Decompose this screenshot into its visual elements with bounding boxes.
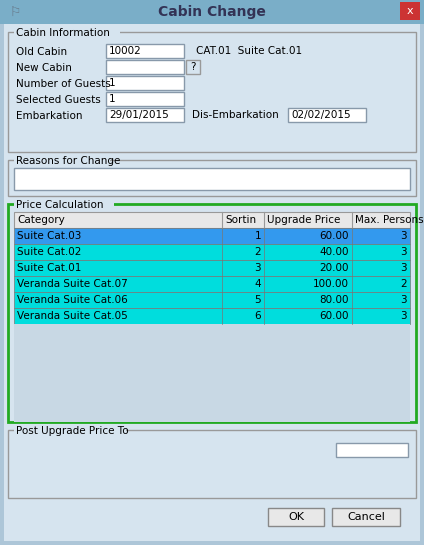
Text: Sortin: Sortin bbox=[225, 215, 256, 225]
Text: Embarkation: Embarkation bbox=[16, 111, 83, 121]
Bar bbox=[106, 60, 184, 74]
Bar bbox=[288, 108, 366, 122]
Text: ⚐: ⚐ bbox=[10, 5, 21, 19]
Text: Post Upgrade Price To: Post Upgrade Price To bbox=[16, 426, 128, 436]
Bar bbox=[106, 44, 184, 58]
Text: Price Calculation: Price Calculation bbox=[16, 200, 103, 210]
Text: Cabin Change: Cabin Change bbox=[158, 5, 266, 19]
Text: 40.00: 40.00 bbox=[320, 247, 349, 257]
Bar bbox=[106, 92, 184, 106]
Text: Reasons for Change: Reasons for Change bbox=[16, 156, 120, 166]
Text: 2: 2 bbox=[254, 247, 261, 257]
Bar bbox=[8, 430, 416, 498]
Bar bbox=[14, 201, 114, 209]
Text: New Cabin: New Cabin bbox=[16, 63, 72, 73]
Text: Max. Persons: Max. Persons bbox=[355, 215, 424, 225]
Bar bbox=[14, 244, 410, 260]
Bar bbox=[14, 157, 110, 165]
Bar bbox=[14, 29, 120, 37]
Text: Veranda Suite Cat.05: Veranda Suite Cat.05 bbox=[17, 311, 128, 321]
Text: 60.00: 60.00 bbox=[320, 231, 349, 241]
Text: 3: 3 bbox=[400, 247, 407, 257]
Text: 5: 5 bbox=[254, 295, 261, 305]
Text: 80.00: 80.00 bbox=[320, 295, 349, 305]
Bar bbox=[14, 308, 410, 324]
Bar bbox=[186, 60, 200, 74]
Text: x: x bbox=[407, 6, 413, 16]
Bar bbox=[400, 2, 420, 20]
Text: ?: ? bbox=[190, 62, 196, 72]
Text: Upgrade Price: Upgrade Price bbox=[267, 215, 340, 225]
Bar bbox=[8, 160, 416, 196]
Text: 10002: 10002 bbox=[109, 46, 142, 56]
Bar bbox=[14, 324, 410, 422]
Bar bbox=[14, 427, 126, 435]
Text: CAT.01  Suite Cat.01: CAT.01 Suite Cat.01 bbox=[196, 46, 302, 56]
Text: Dis-Embarkation: Dis-Embarkation bbox=[192, 110, 279, 120]
Bar bbox=[268, 508, 324, 526]
Text: 1: 1 bbox=[109, 94, 116, 104]
Bar bbox=[14, 276, 410, 292]
Text: 02/02/2015: 02/02/2015 bbox=[291, 110, 351, 120]
Bar bbox=[8, 204, 416, 422]
Bar bbox=[106, 76, 184, 90]
Text: 60.00: 60.00 bbox=[320, 311, 349, 321]
Bar bbox=[14, 292, 410, 308]
Text: Suite Cat.01: Suite Cat.01 bbox=[17, 263, 81, 273]
Bar bbox=[14, 212, 410, 228]
Bar bbox=[14, 228, 410, 244]
Text: 1: 1 bbox=[109, 78, 116, 88]
Text: 100.00: 100.00 bbox=[313, 279, 349, 289]
Bar bbox=[332, 508, 400, 526]
Text: Number of Guests: Number of Guests bbox=[16, 79, 111, 89]
Text: Old Cabin: Old Cabin bbox=[16, 47, 67, 57]
Text: 3: 3 bbox=[254, 263, 261, 273]
Bar bbox=[14, 168, 410, 190]
Text: 3: 3 bbox=[400, 311, 407, 321]
Text: OK: OK bbox=[288, 512, 304, 522]
Bar bbox=[336, 443, 408, 457]
Text: Veranda Suite Cat.07: Veranda Suite Cat.07 bbox=[17, 279, 128, 289]
Bar bbox=[14, 260, 410, 276]
Bar bbox=[106, 108, 184, 122]
Text: Suite Cat.02: Suite Cat.02 bbox=[17, 247, 81, 257]
Bar bbox=[8, 32, 416, 152]
Text: 3: 3 bbox=[400, 295, 407, 305]
Text: Selected Guests: Selected Guests bbox=[16, 95, 101, 105]
Text: 3: 3 bbox=[400, 263, 407, 273]
Text: 20.00: 20.00 bbox=[320, 263, 349, 273]
Text: Category: Category bbox=[17, 215, 65, 225]
Text: 6: 6 bbox=[254, 311, 261, 321]
Text: 4: 4 bbox=[254, 279, 261, 289]
Text: 2: 2 bbox=[400, 279, 407, 289]
Text: 1: 1 bbox=[254, 231, 261, 241]
Text: Cancel: Cancel bbox=[347, 512, 385, 522]
Text: 29/01/2015: 29/01/2015 bbox=[109, 110, 169, 120]
Bar bbox=[0, 0, 424, 24]
Text: Suite Cat.03: Suite Cat.03 bbox=[17, 231, 81, 241]
Text: 3: 3 bbox=[400, 231, 407, 241]
Text: Veranda Suite Cat.06: Veranda Suite Cat.06 bbox=[17, 295, 128, 305]
Text: Cabin Information: Cabin Information bbox=[16, 28, 110, 38]
